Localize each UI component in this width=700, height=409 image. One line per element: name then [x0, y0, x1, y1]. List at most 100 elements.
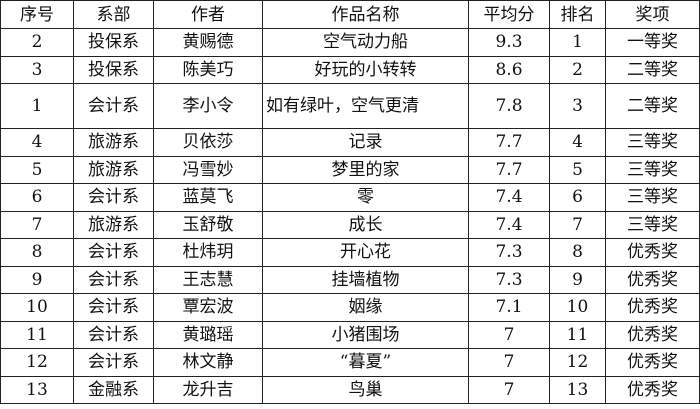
- cell-author: 杜炜玥: [153, 238, 263, 267]
- cell-average-score: 9.3: [468, 28, 550, 57]
- cell-index: 12: [0, 348, 74, 377]
- cell-rank: 9: [549, 265, 606, 294]
- cell-author: 玉舒敬: [153, 210, 263, 239]
- cell-author: 蓝莫飞: [153, 183, 263, 212]
- cell-average-score: 7.3: [468, 265, 550, 294]
- cell-index: 10: [0, 293, 74, 322]
- cell-award: 优秀奖: [605, 265, 700, 294]
- cell-rank: 1: [549, 28, 606, 57]
- cell-work-title: 零: [262, 183, 469, 212]
- cell-work-title: 空气动力船: [262, 28, 469, 57]
- cell-work-title: 记录: [262, 128, 469, 157]
- header-col-index: 序号: [0, 0, 74, 29]
- table-row: 5 旅游系 冯雪妙 梦里的家 7.7 5 三等奖: [0, 155, 700, 184]
- cell-average-score: 7.4: [468, 210, 550, 239]
- cell-rank: 10: [549, 293, 606, 322]
- cell-work-title: 挂墙植物: [262, 265, 469, 294]
- table-row: 3 投保系 陈美巧 好玩的小转转 8.6 2 二等奖: [0, 55, 700, 84]
- cell-award: 优秀奖: [605, 238, 700, 267]
- cell-author: 冯雪妙: [153, 155, 263, 184]
- header-col-work-title: 作品名称: [262, 0, 469, 29]
- cell-average-score: 7.3: [468, 238, 550, 267]
- header-col-award: 奖项: [605, 0, 700, 29]
- cell-work-title: “暮夏”: [262, 348, 469, 377]
- cell-average-score: 7: [468, 320, 550, 349]
- cell-department: 旅游系: [73, 155, 154, 184]
- cell-average-score: 7.1: [468, 293, 550, 322]
- cell-work-title: 鸟巢: [262, 375, 469, 404]
- cell-award: 三等奖: [605, 155, 700, 184]
- table-row: 13 金融系 龙升吉 鸟巢 7 13 优秀奖: [0, 375, 700, 404]
- table-row: 6 会计系 蓝莫飞零 7.4 6 三等奖: [0, 183, 700, 212]
- cell-award: 二等奖: [605, 83, 700, 129]
- cell-rank: 3: [549, 83, 606, 129]
- cell-rank: 4: [549, 128, 606, 157]
- header-col-rank: 排名: [549, 0, 606, 29]
- cell-award: 一等奖: [605, 28, 700, 57]
- table-row: 11 会计系 黄璐瑶 小猪围场 7 11 优秀奖: [0, 320, 700, 349]
- cell-index: 13: [0, 375, 74, 404]
- cell-award: 优秀奖: [605, 320, 700, 349]
- cell-department: 投保系: [73, 55, 154, 84]
- cell-author: 黄璐瑶: [153, 320, 263, 349]
- cell-department: 会计系: [73, 183, 154, 212]
- cell-work-title: 成长: [262, 210, 469, 239]
- cell-index: 2: [0, 28, 74, 57]
- cell-index: 8: [0, 238, 74, 267]
- header-col-author: 作者: [153, 0, 263, 29]
- cell-department: 会计系: [73, 83, 154, 129]
- cell-author: 李小令: [153, 83, 263, 129]
- cell-rank: 5: [549, 155, 606, 184]
- cell-author: 覃宏波: [153, 293, 263, 322]
- cell-rank: 12: [549, 348, 606, 377]
- table-row: 8 会计系 杜炜玥 开心花 7.3 8 优秀奖: [0, 238, 700, 267]
- cell-work-title: 梦里的家: [262, 155, 469, 184]
- cell-index: 9: [0, 265, 74, 294]
- cell-index: 7: [0, 210, 74, 239]
- cell-department: 会计系: [73, 238, 154, 267]
- cell-author: 黄赐德: [153, 28, 263, 57]
- cell-average-score: 7: [468, 375, 550, 404]
- cell-work-title: 好玩的小转转: [262, 55, 469, 84]
- cell-department: 会计系: [73, 320, 154, 349]
- cell-author: 陈美巧: [153, 55, 263, 84]
- cell-award: 三等奖: [605, 128, 700, 157]
- table-row: 10 会计系 覃宏波 姻缘 7.1 10 优秀奖: [0, 293, 700, 322]
- cell-average-score: 7.7: [468, 128, 550, 157]
- cell-author: 王志慧: [153, 265, 263, 294]
- cell-average-score: 7.7: [468, 155, 550, 184]
- cell-department: 金融系: [73, 375, 154, 404]
- table-row: 9 会计系 王志慧 挂墙植物 7.3 9 优秀奖: [0, 265, 700, 294]
- cell-average-score: 7: [468, 348, 550, 377]
- cell-department: 旅游系: [73, 128, 154, 157]
- cell-rank: 8: [549, 238, 606, 267]
- cell-award: 优秀奖: [605, 293, 700, 322]
- cell-index: 6: [0, 183, 74, 212]
- cell-rank: 7: [549, 210, 606, 239]
- cell-author: 林文静: [153, 348, 263, 377]
- header-col-average-score: 平均分: [468, 0, 550, 29]
- cell-award: 二等奖: [605, 55, 700, 84]
- cell-department: 会计系: [73, 265, 154, 294]
- cell-department: 会计系: [73, 348, 154, 377]
- cell-index: 5: [0, 155, 74, 184]
- cell-rank: 6: [549, 183, 606, 212]
- cell-rank: 2: [549, 55, 606, 84]
- table-row: 1 会计系 李小令 如有绿叶，空气更清 7.8 3 二等奖: [0, 83, 700, 129]
- header-row: 序号 系部 作者 作品名称 平均分 排名 奖项: [0, 0, 700, 29]
- cell-index: 4: [0, 128, 74, 157]
- cell-award: 三等奖: [605, 210, 700, 239]
- table-row: 7 旅游系 玉舒敬 成长 7.4 7 三等奖: [0, 210, 700, 239]
- cell-average-score: 8.6: [468, 55, 550, 84]
- cell-rank: 13: [549, 375, 606, 404]
- cell-work-title: 姻缘: [262, 293, 469, 322]
- cell-department: 旅游系: [73, 210, 154, 239]
- cell-average-score: 7.8: [468, 83, 550, 129]
- table-row: 2 投保系 黄赐德 空气动力船 9.3 1 一等奖: [0, 28, 700, 57]
- cell-department: 投保系: [73, 28, 154, 57]
- cell-work-title: 小猪围场: [262, 320, 469, 349]
- cell-average-score: 7.4: [468, 183, 550, 212]
- table-row: 4 旅游系 贝依莎 记录 7.7 4 三等奖: [0, 128, 700, 157]
- cell-rank: 11: [549, 320, 606, 349]
